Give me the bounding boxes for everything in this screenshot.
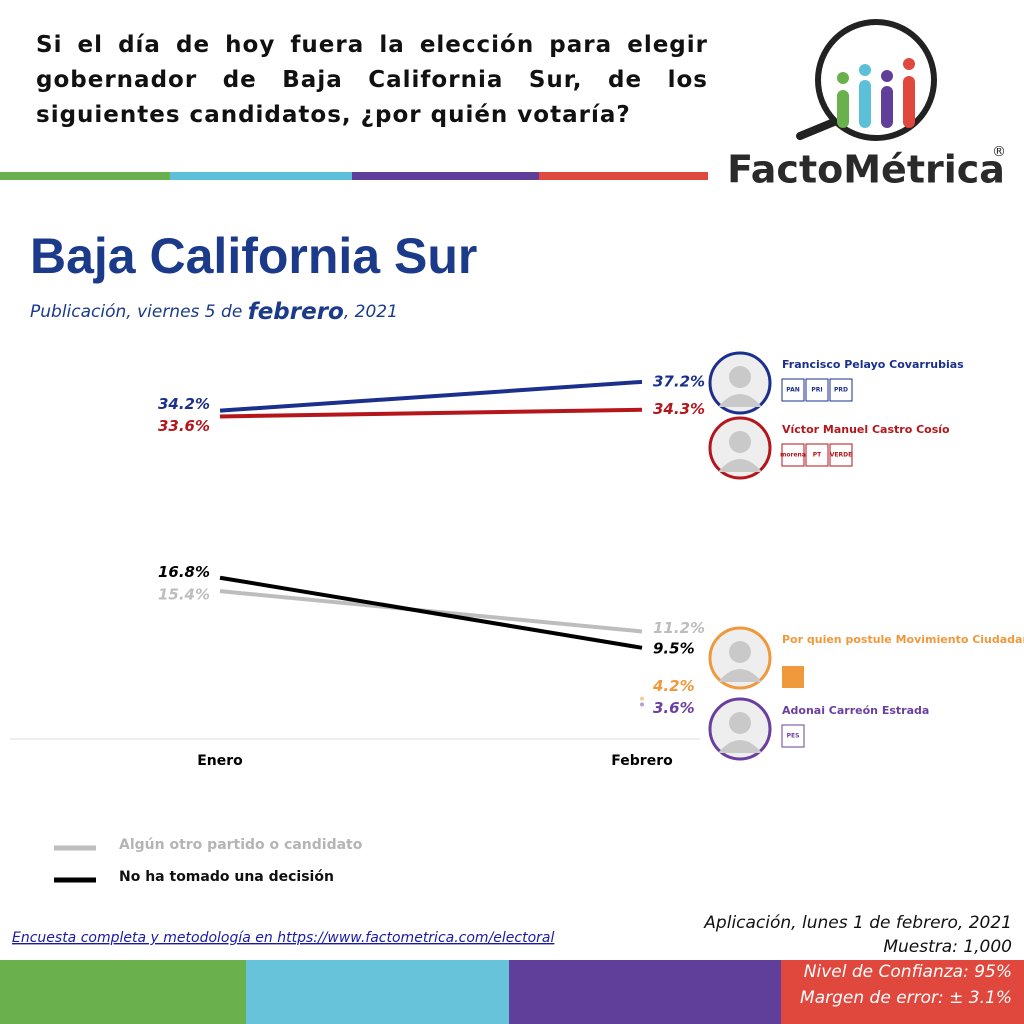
x-tick-label: Febrero: [611, 753, 673, 769]
photo-head: [729, 641, 751, 663]
footer-application: Aplicación, lunes 1 de febrero, 2021: [703, 913, 1012, 933]
legend-label: No ha tomado una decisión: [119, 869, 334, 885]
candidate-name: Por quien postule Movimiento Ciudadano: [782, 633, 1024, 646]
series-line: [219, 575, 643, 650]
party-badge: [781, 378, 805, 402]
party-name: PES: [787, 733, 800, 740]
subtitle-emphasis: febrero: [248, 299, 344, 325]
footer-bar: [509, 960, 781, 1024]
party-name: PT: [813, 452, 822, 459]
party-badge: [829, 378, 853, 402]
legend-label: Algún otro partido o candidato: [119, 837, 363, 853]
x-tick-label: Enero: [197, 753, 243, 769]
header-bar: [170, 172, 352, 180]
value-label: 3.6%: [653, 699, 695, 717]
candidate-photo: [708, 626, 772, 690]
party-badge: [829, 443, 853, 467]
logo-icon: [796, 19, 937, 141]
photo-head: [729, 431, 751, 453]
value-label: 16.8%: [158, 563, 210, 581]
value-label: 15.4%: [158, 586, 210, 604]
photo-body: [718, 740, 762, 753]
value-label: 34.2%: [158, 395, 210, 413]
party-name: morena: [780, 452, 806, 459]
candidate-photo: [708, 351, 772, 415]
value-label: 34.3%: [653, 400, 705, 418]
footer-error: Margen de error: ± 3.1%: [800, 988, 1012, 1008]
party-name: VERDE: [830, 452, 852, 459]
party-name: PRD: [834, 387, 848, 394]
footer-confidence: Nivel de Confianza: 95%: [804, 962, 1012, 982]
subtitle-text: , 2021: [344, 302, 398, 322]
footer-bar: [0, 960, 246, 1024]
party-name: PAN: [786, 387, 800, 394]
party-badge: [805, 443, 829, 467]
photo-body: [718, 459, 762, 472]
value-label: 37.2%: [653, 372, 705, 390]
candidate-photo: [708, 416, 772, 480]
chart-title: Baja California Sur: [30, 228, 477, 284]
photo-body: [718, 394, 762, 407]
series-line: [219, 407, 643, 419]
party-badge: [781, 443, 805, 467]
value-label: 33.6%: [158, 417, 210, 435]
question: Si el día de hoy fuera la elección para …: [36, 32, 708, 128]
series-point: [640, 696, 644, 701]
logo-name: FactoMétrica: [727, 148, 1005, 192]
candidate-photo: [708, 697, 772, 761]
footer-bar: [781, 960, 1024, 1024]
photo-body: [718, 669, 762, 682]
party-badge: [782, 666, 804, 688]
footer-sample: Muestra: 1,000: [883, 937, 1012, 957]
value-label: 4.2%: [652, 677, 695, 695]
header-bar: [352, 172, 539, 180]
party-name: PRI: [811, 387, 822, 394]
chart-subtitle: Publicación, viernes 5 de febrero, 2021: [30, 299, 398, 325]
value-label: 9.5%: [653, 639, 695, 657]
header-bar: [539, 172, 708, 180]
value-label: 11.2%: [653, 619, 705, 637]
logo-registered: ®: [992, 144, 1006, 160]
photo-head: [729, 712, 751, 734]
party-badge: [781, 724, 805, 748]
party-badge: [805, 378, 829, 402]
series-point: [640, 702, 644, 707]
photo-head: [729, 366, 751, 388]
subtitle-text: Publicación, viernes 5 de: [30, 302, 248, 322]
footer-link[interactable]: Encuesta completa y metodología en https…: [12, 930, 554, 946]
candidate-name: Víctor Manuel Castro Cosío: [782, 423, 950, 436]
series-line: [219, 379, 643, 413]
footer-bar: [246, 960, 509, 1024]
header-bar: [0, 172, 170, 180]
candidate-name: Francisco Pelayo Covarrubias: [782, 358, 964, 371]
candidate-name: Adonai Carreón Estrada: [782, 704, 929, 717]
